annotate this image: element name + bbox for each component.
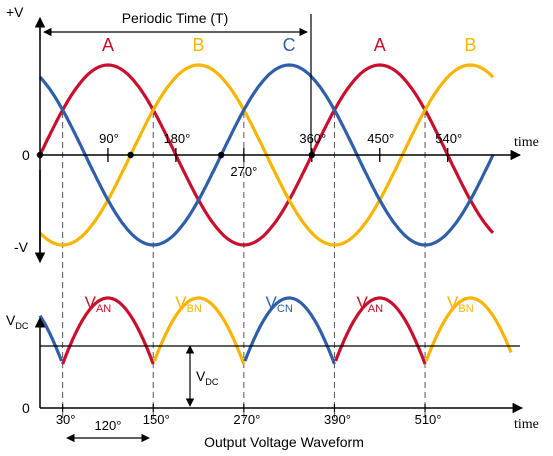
bottom-axis-ticks [62,404,426,412]
span-120-label: 120° [95,418,122,433]
dashed-guide-lines [62,112,426,420]
top-angle-label-0: 90° [99,131,119,146]
bottom-zero-label: 0 [22,400,30,416]
top-v-negative-label: -V [14,239,29,255]
phase-label-0: A [102,35,114,55]
bottom-angle-label-2: 270° [233,412,260,427]
top-time-label: time [514,135,539,150]
top-zero-label: 0 [22,147,30,163]
zero-crossing-dots [36,151,315,159]
lobe-label-0: VAN [85,293,112,315]
phase-a-sine-wave [38,63,495,247]
bottom-time-label: time [514,417,539,432]
vdc-arrow-label: VDC [196,368,219,387]
top-angle-label-5: 540° [435,131,462,146]
bottom-angle-label-0: 30° [56,412,76,427]
phase-label-2: C [283,35,296,55]
phase-label-4: B [464,35,476,55]
top-angle-label-2: 270° [230,164,257,179]
bottom-vdc-label: VDC [6,312,29,331]
bottom-angle-labels: 30° 150° 270° 390° 510° [56,412,442,427]
top-panel: Periodic Time (T) +V -V 0 time 90° 180° 27… [6,4,539,264]
output-caption: Output Voltage Waveform [204,434,364,450]
phase-label-1: B [193,35,205,55]
bottom-angle-label-4: 510° [415,412,442,427]
top-angle-label-4: 450° [367,131,394,146]
rectified-lobe-b [152,296,513,365]
bottom-angle-label-1: 150° [143,412,170,427]
top-angle-label-3: 360° [299,131,326,146]
top-angle-label-1: 180° [163,131,190,146]
periodic-time-label: Periodic Time (T) [122,10,229,26]
lobe-label-4: VBN [447,293,474,315]
lobe-label-3: VAN [356,293,383,315]
lobe-voltage-labels: VAN VBN VCN VAN VBN [85,293,474,315]
zero-dot-0 [36,151,44,159]
bottom-panel: VDC VDC 0 time 30° 150° 270° 390° 510° VAN VB… [6,293,539,450]
rectified-lobe-a [61,296,427,365]
top-v-positive-label: +V [6,4,24,20]
phase-c-sine-wave [38,63,495,247]
top-angle-labels: 90° 180° 270° 360° 450° 540° [99,131,462,179]
lobe-label-2: VCN [266,293,293,315]
phase-label-3: A [374,35,386,55]
lobe-label-1: VBN [175,293,202,315]
zero-dot-2 [218,151,225,159]
bottom-angle-label-3: 390° [324,412,351,427]
zero-dot-1 [127,151,134,159]
zero-dot-3 [308,151,315,159]
